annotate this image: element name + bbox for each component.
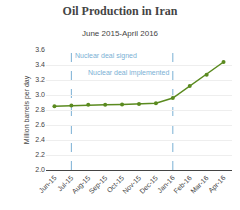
svg-text:Mar-16: Mar-16 (189, 174, 210, 195)
svg-text:3.0: 3.0 (35, 91, 45, 98)
svg-text:June 2015-April 2016: June 2015-April 2016 (82, 29, 159, 38)
svg-text:2.4: 2.4 (35, 136, 45, 143)
svg-text:3.2: 3.2 (35, 76, 45, 83)
svg-text:Aug-15: Aug-15 (71, 174, 93, 196)
svg-text:Sep-15: Sep-15 (87, 174, 109, 196)
svg-text:2.6: 2.6 (35, 121, 45, 128)
svg-text:Oct-15: Oct-15 (105, 174, 125, 194)
svg-text:Jun-15: Jun-15 (38, 174, 58, 194)
svg-text:2.2: 2.2 (35, 151, 45, 158)
svg-text:Million barrels per day: Million barrels per day (23, 75, 31, 144)
svg-text:3.4: 3.4 (35, 61, 45, 68)
svg-text:Nuclear deal signed: Nuclear deal signed (75, 52, 137, 60)
svg-text:2.0: 2.0 (35, 166, 45, 173)
svg-text:3.6: 3.6 (35, 46, 45, 53)
svg-text:Jul-15: Jul-15 (56, 174, 75, 193)
svg-text:Dec-15: Dec-15 (138, 174, 159, 195)
svg-text:Oil Production in Iran: Oil Production in Iran (63, 4, 178, 18)
svg-text:Apr-16: Apr-16 (207, 174, 228, 195)
svg-text:Feb-16: Feb-16 (172, 174, 193, 195)
svg-text:Jan-16: Jan-16 (156, 174, 176, 194)
svg-text:Nuclear deal implemented: Nuclear deal implemented (88, 69, 169, 77)
svg-text:Nov-15: Nov-15 (121, 174, 142, 195)
svg-text:2.8: 2.8 (35, 106, 45, 113)
